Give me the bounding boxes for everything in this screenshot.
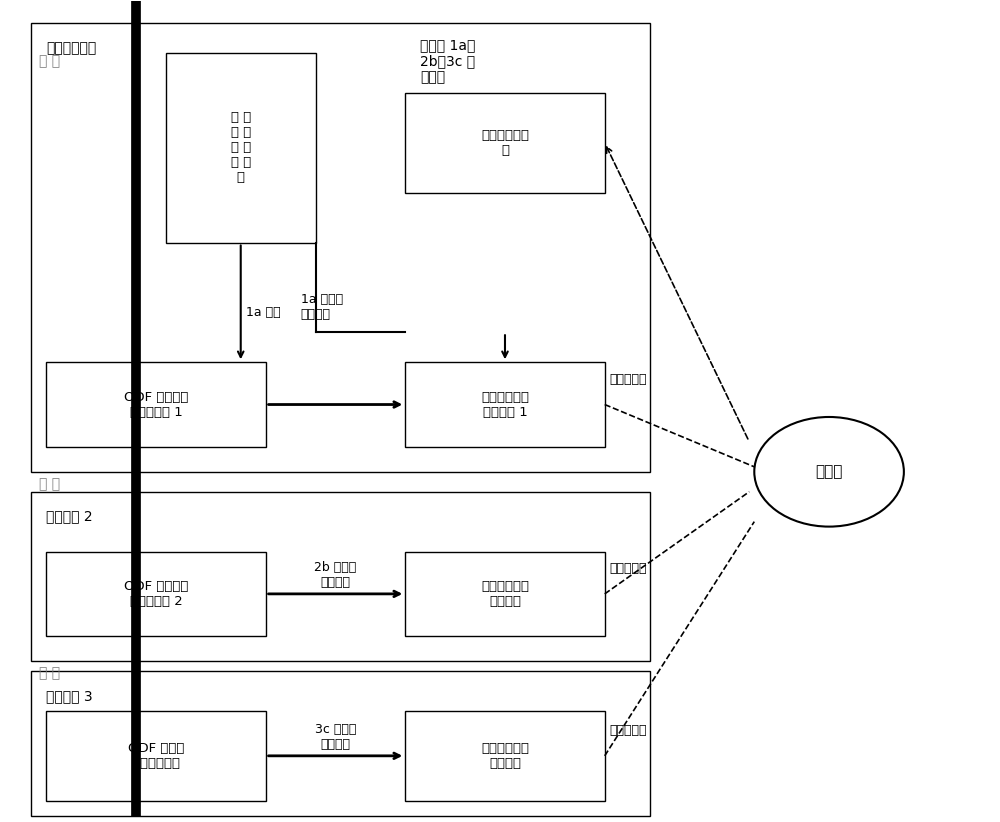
FancyBboxPatch shape <box>166 53 316 242</box>
FancyBboxPatch shape <box>405 363 605 447</box>
Text: 光 缆: 光 缆 <box>39 666 60 680</box>
Text: 光缆纤芯资源
检测设备: 光缆纤芯资源 检测设备 <box>481 741 529 770</box>
Text: 局端中心机房: 局端中心机房 <box>46 41 97 55</box>
Text: 手 持
设 备
插 入
光 编
码: 手 持 设 备 插 入 光 编 码 <box>231 112 251 184</box>
Text: 1a 纤芯: 1a 纤芯 <box>246 306 280 319</box>
Text: 3c 纤芯检
出光编码: 3c 纤芯检 出光编码 <box>315 723 356 750</box>
Text: 以太网: 以太网 <box>815 464 843 479</box>
Text: 分析出 1a、
2b、3c 纤
芯互连: 分析出 1a、 2b、3c 纤 芯互连 <box>420 39 476 85</box>
Text: 网管中心服务
器: 网管中心服务 器 <box>481 129 529 157</box>
FancyBboxPatch shape <box>405 552 605 636</box>
Text: 以太网接口: 以太网接口 <box>610 373 647 386</box>
Text: 远端机房 2: 远端机房 2 <box>46 510 93 524</box>
FancyBboxPatch shape <box>405 711 605 801</box>
FancyBboxPatch shape <box>46 711 266 801</box>
Text: ODF 光纤配
线架上熔纤盘: ODF 光纤配 线架上熔纤盘 <box>128 741 184 770</box>
Ellipse shape <box>754 417 904 527</box>
Text: ODF 光纤配线
架上熔纤盘 2: ODF 光纤配线 架上熔纤盘 2 <box>124 580 188 608</box>
FancyBboxPatch shape <box>31 492 650 661</box>
FancyBboxPatch shape <box>31 671 650 815</box>
FancyBboxPatch shape <box>31 23 650 472</box>
Text: 以太网接口: 以太网接口 <box>610 562 647 575</box>
FancyBboxPatch shape <box>46 552 266 636</box>
Text: 远端机房 3: 远端机房 3 <box>46 689 93 703</box>
Text: ODF 光纤配线
架上熔纤盘 1: ODF 光纤配线 架上熔纤盘 1 <box>124 390 188 418</box>
Text: 以太网接口: 以太网接口 <box>610 724 647 737</box>
Text: 2b 纤芯检
出光编码: 2b 纤芯检 出光编码 <box>314 561 357 589</box>
Text: 光 缆: 光 缆 <box>39 54 60 68</box>
Text: 1a 纤芯插
入光编码: 1a 纤芯插 入光编码 <box>301 293 343 321</box>
Text: 光 缆: 光 缆 <box>39 477 60 491</box>
Text: 光缆纤芯资源
检测设备 1: 光缆纤芯资源 检测设备 1 <box>481 390 529 418</box>
FancyBboxPatch shape <box>405 93 605 192</box>
Text: 光缆纤芯资源
检测设备: 光缆纤芯资源 检测设备 <box>481 580 529 608</box>
FancyBboxPatch shape <box>46 363 266 447</box>
